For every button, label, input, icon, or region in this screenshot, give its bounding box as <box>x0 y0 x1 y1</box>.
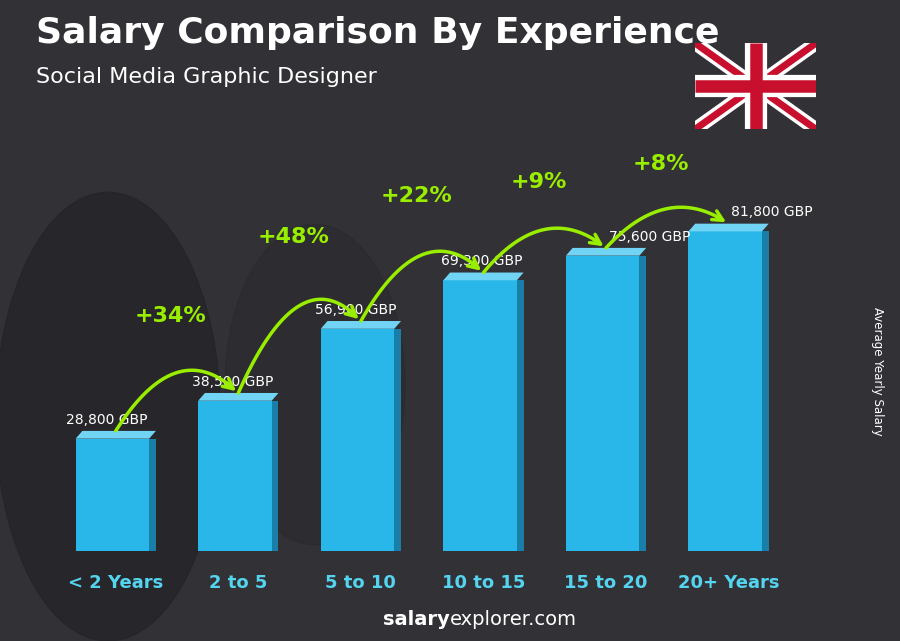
Text: 56,900 GBP: 56,900 GBP <box>315 303 396 317</box>
Polygon shape <box>76 431 156 438</box>
Bar <box>320 329 394 551</box>
Text: +9%: +9% <box>510 172 567 192</box>
Text: Salary Comparison By Experience: Salary Comparison By Experience <box>36 16 719 50</box>
Ellipse shape <box>405 128 765 513</box>
Text: 38,500 GBP: 38,500 GBP <box>192 375 274 388</box>
Polygon shape <box>198 393 278 401</box>
Bar <box>76 438 149 551</box>
Text: < 2 Years: < 2 Years <box>68 574 164 592</box>
Text: 28,800 GBP: 28,800 GBP <box>66 413 148 427</box>
Text: +8%: +8% <box>633 154 689 174</box>
Polygon shape <box>149 438 156 551</box>
Text: Social Media Graphic Designer: Social Media Graphic Designer <box>36 67 377 87</box>
Text: 81,800 GBP: 81,800 GBP <box>732 205 813 219</box>
Text: 10 to 15: 10 to 15 <box>442 574 526 592</box>
Text: 5 to 10: 5 to 10 <box>326 574 396 592</box>
Bar <box>198 401 272 551</box>
Text: +22%: +22% <box>380 186 452 206</box>
Polygon shape <box>517 280 524 551</box>
Text: 69,300 GBP: 69,300 GBP <box>441 254 522 269</box>
Polygon shape <box>320 321 401 329</box>
Text: Average Yearly Salary: Average Yearly Salary <box>871 308 884 436</box>
Text: salary: salary <box>383 610 450 629</box>
Polygon shape <box>444 272 524 280</box>
Text: 20+ Years: 20+ Years <box>678 574 779 592</box>
Text: 2 to 5: 2 to 5 <box>209 574 267 592</box>
Ellipse shape <box>0 192 220 641</box>
Ellipse shape <box>225 224 405 545</box>
Text: explorer.com: explorer.com <box>450 610 577 629</box>
Text: 15 to 20: 15 to 20 <box>564 574 648 592</box>
Polygon shape <box>566 248 646 256</box>
Bar <box>688 231 762 551</box>
Polygon shape <box>394 329 401 551</box>
Polygon shape <box>639 256 646 551</box>
Text: 75,600 GBP: 75,600 GBP <box>608 229 690 244</box>
Polygon shape <box>762 231 769 551</box>
Bar <box>566 256 639 551</box>
Text: +34%: +34% <box>135 306 207 326</box>
Bar <box>444 280 517 551</box>
Polygon shape <box>688 224 769 231</box>
Polygon shape <box>272 401 278 551</box>
Text: +48%: +48% <box>257 227 329 247</box>
